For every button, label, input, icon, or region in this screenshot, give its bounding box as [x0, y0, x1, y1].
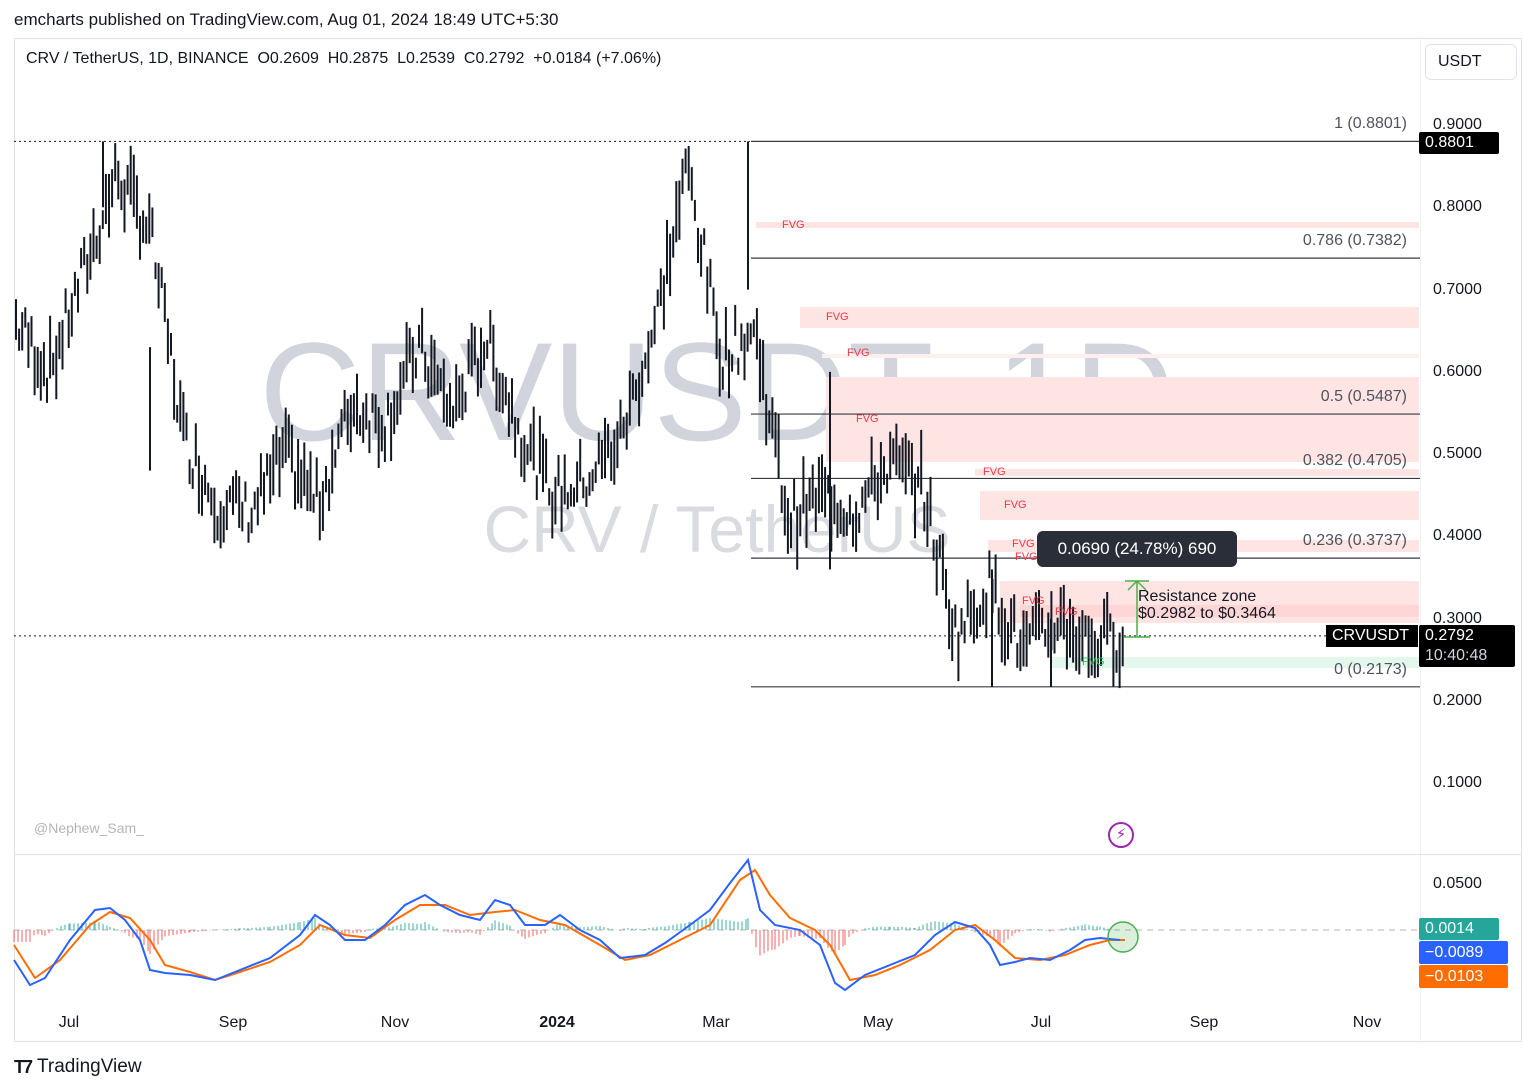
price-axis-label: 0.6000 — [1433, 362, 1482, 380]
macd-line-badge: −0.0089 — [1419, 941, 1508, 964]
price-axis-separator — [1420, 38, 1421, 1042]
fib-level-label: 0.786 (0.7382) — [1302, 232, 1407, 250]
fvg-label: FVG — [983, 466, 1006, 478]
price-axis-label: 0.1000 — [1433, 774, 1482, 792]
price-axis-label: 0.3000 — [1433, 609, 1482, 627]
fib-level-label: 0 (0.2173) — [1334, 660, 1407, 678]
fvg-zone — [980, 491, 1419, 520]
price-axis-label: 0.8000 — [1433, 198, 1482, 216]
signal-line-badge: −0.0103 — [1419, 965, 1508, 988]
ohlc-change: +0.0184 (+7.06%) — [533, 50, 662, 67]
macd-axis-label: 0.0500 — [1433, 875, 1482, 892]
last-price-badge: 0.2792 10:40:48 — [1419, 625, 1515, 667]
fib-level-label: 0.382 (0.4705) — [1302, 452, 1407, 470]
arrow-up-icon — [1127, 579, 1147, 591]
tradingview-logo[interactable]: T7 TradingView — [14, 1056, 142, 1078]
fvg-label: FVG — [826, 311, 849, 323]
bar-countdown: 10:40:48 — [1425, 647, 1488, 664]
ohlc-open: O0.2609 — [257, 50, 319, 67]
fvg-label: FVG — [856, 413, 879, 425]
symbol-badge: CRVUSDT — [1326, 625, 1418, 647]
resistance-annotation[interactable]: Resistance zone $0.2982 to $0.3464 — [1138, 588, 1276, 622]
price-axis-label: 0.7000 — [1433, 280, 1482, 298]
time-axis-label: Nov — [1352, 1014, 1382, 1031]
fvg-zone — [822, 354, 1419, 358]
lightning-icon[interactable]: ⚡ — [1108, 822, 1134, 848]
chart-frame — [14, 38, 1522, 1042]
time-axis-label: Jul — [1030, 1014, 1052, 1031]
price-axis-label: 0.9000 — [1433, 116, 1482, 133]
time-axis-label: 2024 — [539, 1014, 575, 1031]
symbol-legend: CRV / TetherUS, 1D, BINANCE O0.2609 H0.2… — [26, 50, 661, 68]
brand-name: TradingView — [37, 1056, 142, 1077]
time-axis-label: May — [862, 1014, 894, 1031]
author-watermark: @Nephew_Sam_ — [34, 820, 144, 836]
measure-tool-label[interactable]: 0.0690 (24.78%) 690 — [1037, 531, 1237, 567]
fvg-zone — [800, 307, 1419, 328]
fib-level-label: 1 (0.8801) — [1334, 115, 1407, 133]
fvg-zone — [1020, 605, 1419, 617]
price-axis-label: 0.2000 — [1433, 692, 1482, 710]
ohlc-low: L0.2539 — [397, 50, 455, 67]
fvg-label: FVG — [1012, 538, 1035, 550]
fib-level-label: 0.5 (0.5487) — [1320, 388, 1407, 406]
fvg-zone — [1052, 657, 1419, 668]
fvg-label: FVG — [1004, 499, 1027, 511]
annotation-line-1: Resistance zone — [1138, 588, 1257, 605]
fvg-zone — [975, 469, 1419, 476]
annotation-line-2: $0.2982 to $0.3464 — [1138, 605, 1276, 622]
fvg-label: FVG — [1022, 595, 1045, 607]
macd-line — [13, 857, 1121, 992]
fvg-label: FVG — [782, 219, 805, 231]
time-axis-label: Jul — [58, 1014, 80, 1031]
price-axis-label: 0.5000 — [1433, 445, 1482, 463]
time-axis-label: Sep — [1189, 1014, 1219, 1031]
time-axis-label: Nov — [380, 1014, 410, 1031]
time-axis-label: Mar — [702, 1014, 730, 1031]
ohlc-close: C0.2792 — [463, 50, 525, 67]
fvg-label: FVG — [847, 347, 870, 359]
crossover-highlight-circle — [1107, 921, 1139, 953]
fvg-zone — [756, 222, 1419, 228]
fvg-zone — [826, 377, 1419, 462]
fvg-label: FVG — [1055, 606, 1078, 618]
price-axis-label: 0.4000 — [1433, 527, 1482, 545]
swing-high-badge: 0.8801 — [1419, 132, 1499, 154]
last-price: 0.2792 — [1425, 627, 1474, 644]
pane-separator[interactable] — [14, 854, 1522, 855]
fvg-label: FVG — [1082, 656, 1105, 668]
ohlc-high: H0.2875 — [327, 50, 389, 67]
signal-line — [13, 868, 1125, 982]
publisher-line: emcharts published on TradingView.com, A… — [14, 10, 559, 29]
time-axis-label: Sep — [218, 1014, 248, 1031]
symbol-name[interactable]: CRV / TetherUS, 1D, BINANCE — [26, 50, 249, 67]
tradingview-logo-icon: T7 — [14, 1056, 33, 1077]
fib-level-label: 0.236 (0.3737) — [1302, 532, 1407, 550]
currency-button[interactable]: USDT — [1425, 44, 1517, 80]
macd-histogram-badge: 0.0014 — [1419, 918, 1499, 940]
fvg-label: FVG — [1015, 551, 1038, 563]
